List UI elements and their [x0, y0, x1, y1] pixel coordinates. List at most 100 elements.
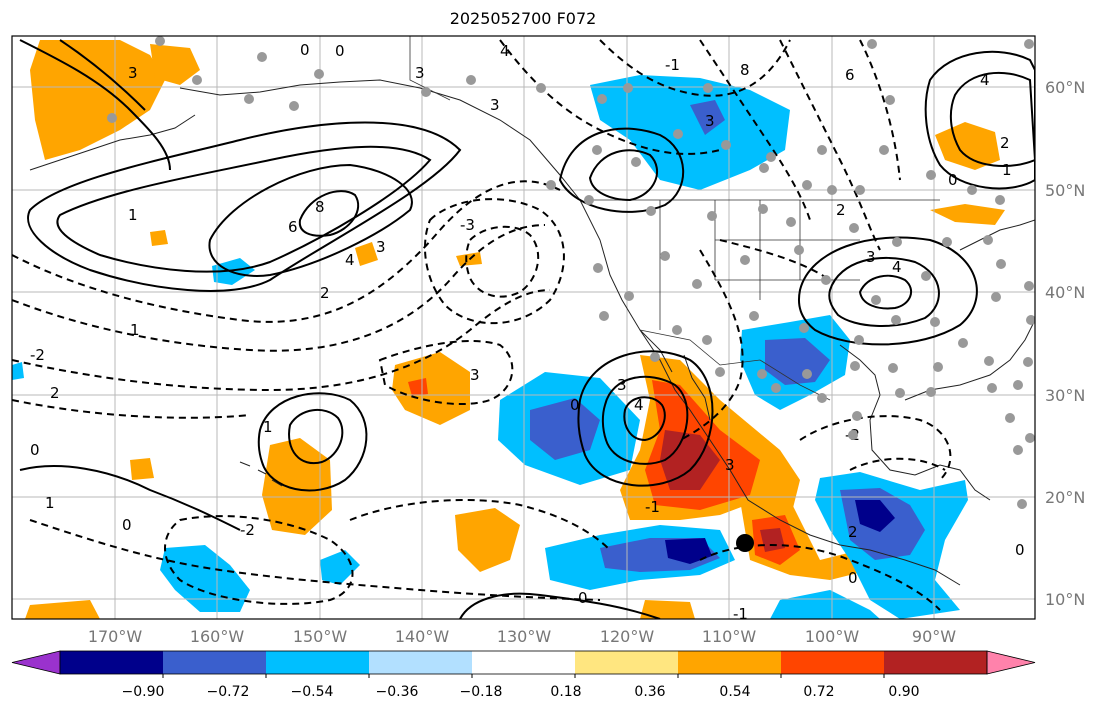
contour-label: 0 — [578, 589, 588, 607]
colorbar-tick-label: −0.36 — [376, 684, 419, 700]
contour-label: -3 — [460, 216, 475, 234]
contour-label: -1 — [645, 498, 660, 516]
contour-label: 1 — [130, 321, 140, 339]
blue-region — [320, 550, 360, 585]
contour-label: 0 — [30, 441, 40, 459]
anomaly-shading — [12, 40, 1005, 619]
colorbar — [11, 650, 1036, 678]
colorbar-tick-label: −0.18 — [460, 684, 503, 700]
contour-label: 4 — [980, 71, 990, 89]
contour-label: 3 — [470, 366, 480, 384]
contour-label: 1 — [263, 418, 273, 436]
contour-label: 3 — [490, 96, 500, 114]
coastlines — [29, 79, 1035, 586]
orange-region — [408, 378, 428, 396]
contour-labels: 3 0 4 3 0 8 6 3 -1 1 6 8 4 2 3 -3 -2 1 2… — [30, 41, 1025, 623]
contour-label: 0 — [570, 396, 580, 414]
contour-label: 3 — [415, 64, 425, 82]
contour-label: 0 — [948, 171, 958, 189]
contour-label: 3 — [617, 376, 627, 394]
lat-label: 20°N — [1045, 488, 1085, 507]
orange-region — [150, 44, 200, 85]
orange-region — [640, 600, 695, 619]
contour-label: 0 — [300, 41, 310, 59]
colorbar-segment — [369, 651, 473, 674]
orange-region — [930, 204, 1005, 225]
lon-label: 170°W — [88, 627, 143, 646]
contour-label: 6 — [288, 218, 298, 236]
contour-label: -1 — [733, 605, 748, 623]
blue-region — [160, 545, 250, 612]
contour-label: 4 — [634, 396, 644, 414]
orange-region — [456, 252, 482, 266]
colorbar-extend-min — [11, 650, 61, 675]
colorbar-tick-label: 0.36 — [634, 684, 665, 700]
lon-label: 150°W — [293, 627, 348, 646]
lat-label: 40°N — [1045, 283, 1085, 302]
lon-label: 120°W — [600, 627, 655, 646]
blue-region — [12, 362, 24, 380]
contour-label: 6 — [845, 66, 855, 84]
blue-region — [690, 100, 725, 135]
contour-label: 0 — [335, 42, 345, 60]
orange-region — [355, 242, 378, 266]
contour-label: 2 — [836, 201, 846, 219]
colorbar-tick-label: 0.18 — [550, 684, 581, 700]
lat-label: 30°N — [1045, 386, 1085, 405]
station-markers — [107, 36, 1035, 509]
colorbar-tick-label: −0.72 — [207, 684, 250, 700]
colorbar-frame — [59, 650, 988, 675]
colorbar-segment — [266, 651, 370, 674]
contour-label: 4 — [345, 251, 355, 269]
contour-label: 8 — [740, 61, 750, 79]
longitude-labels: 170°W 160°W 150°W 140°W 130°W 120°W 110°… — [88, 627, 956, 646]
contour-label: -1 — [665, 56, 680, 74]
contour-label: 8 — [315, 198, 325, 216]
colorbar-tick-label: 0.90 — [888, 684, 919, 700]
contour-label: -2 — [240, 521, 255, 539]
orange-region — [25, 600, 100, 619]
contour-label: 3 — [705, 112, 715, 130]
colorbar-tick-label: −0.90 — [122, 684, 165, 700]
lon-label: 160°W — [190, 627, 245, 646]
lat-label: 50°N — [1045, 181, 1085, 200]
colorbar-segment — [884, 651, 988, 674]
lon-label: 100°W — [805, 627, 860, 646]
colorbar-segment — [163, 651, 267, 674]
colorbar-segment — [575, 651, 679, 674]
colorbar-tick-label: −0.54 — [291, 684, 334, 700]
map-frame — [11, 35, 1036, 620]
colorbar-segment — [60, 651, 164, 674]
blue-region — [770, 590, 880, 619]
colorbar-tick-label: 0.72 — [803, 684, 834, 700]
orange-region — [455, 508, 520, 572]
contour-label: 0 — [1015, 541, 1025, 559]
orange-region — [130, 458, 154, 480]
blue-region — [590, 75, 790, 190]
blue-region — [855, 500, 895, 532]
contour-label: 3 — [376, 238, 386, 256]
lat-label: 10°N — [1045, 590, 1085, 609]
contour-label: 3 — [128, 64, 138, 82]
colorbar-segment — [472, 651, 576, 674]
contour-label: 2 — [848, 523, 858, 541]
contour-label: 1 — [45, 494, 55, 512]
orange-region — [150, 230, 168, 246]
lon-label: 90°W — [912, 627, 956, 646]
contour-label: 1 — [1002, 161, 1012, 179]
contour-label: 2 — [50, 384, 60, 402]
map-title: 2025052700 F072 — [449, 9, 597, 28]
orange-region — [392, 352, 470, 425]
contour-label: 4 — [892, 258, 902, 276]
colorbar-tick-labels: −0.90 −0.72 −0.54 −0.36 −0.18 0.18 0.36 … — [122, 684, 920, 700]
orange-region — [935, 122, 1000, 170]
contour-label: 3 — [725, 456, 735, 474]
contour-label: 0 — [122, 516, 132, 534]
contour-label: 2 — [1000, 134, 1010, 152]
red-region — [760, 528, 785, 552]
colorbar-extend-max — [986, 650, 1036, 675]
location-marker — [736, 534, 754, 552]
red-region — [660, 430, 720, 490]
contour-label: 4 — [500, 42, 510, 60]
